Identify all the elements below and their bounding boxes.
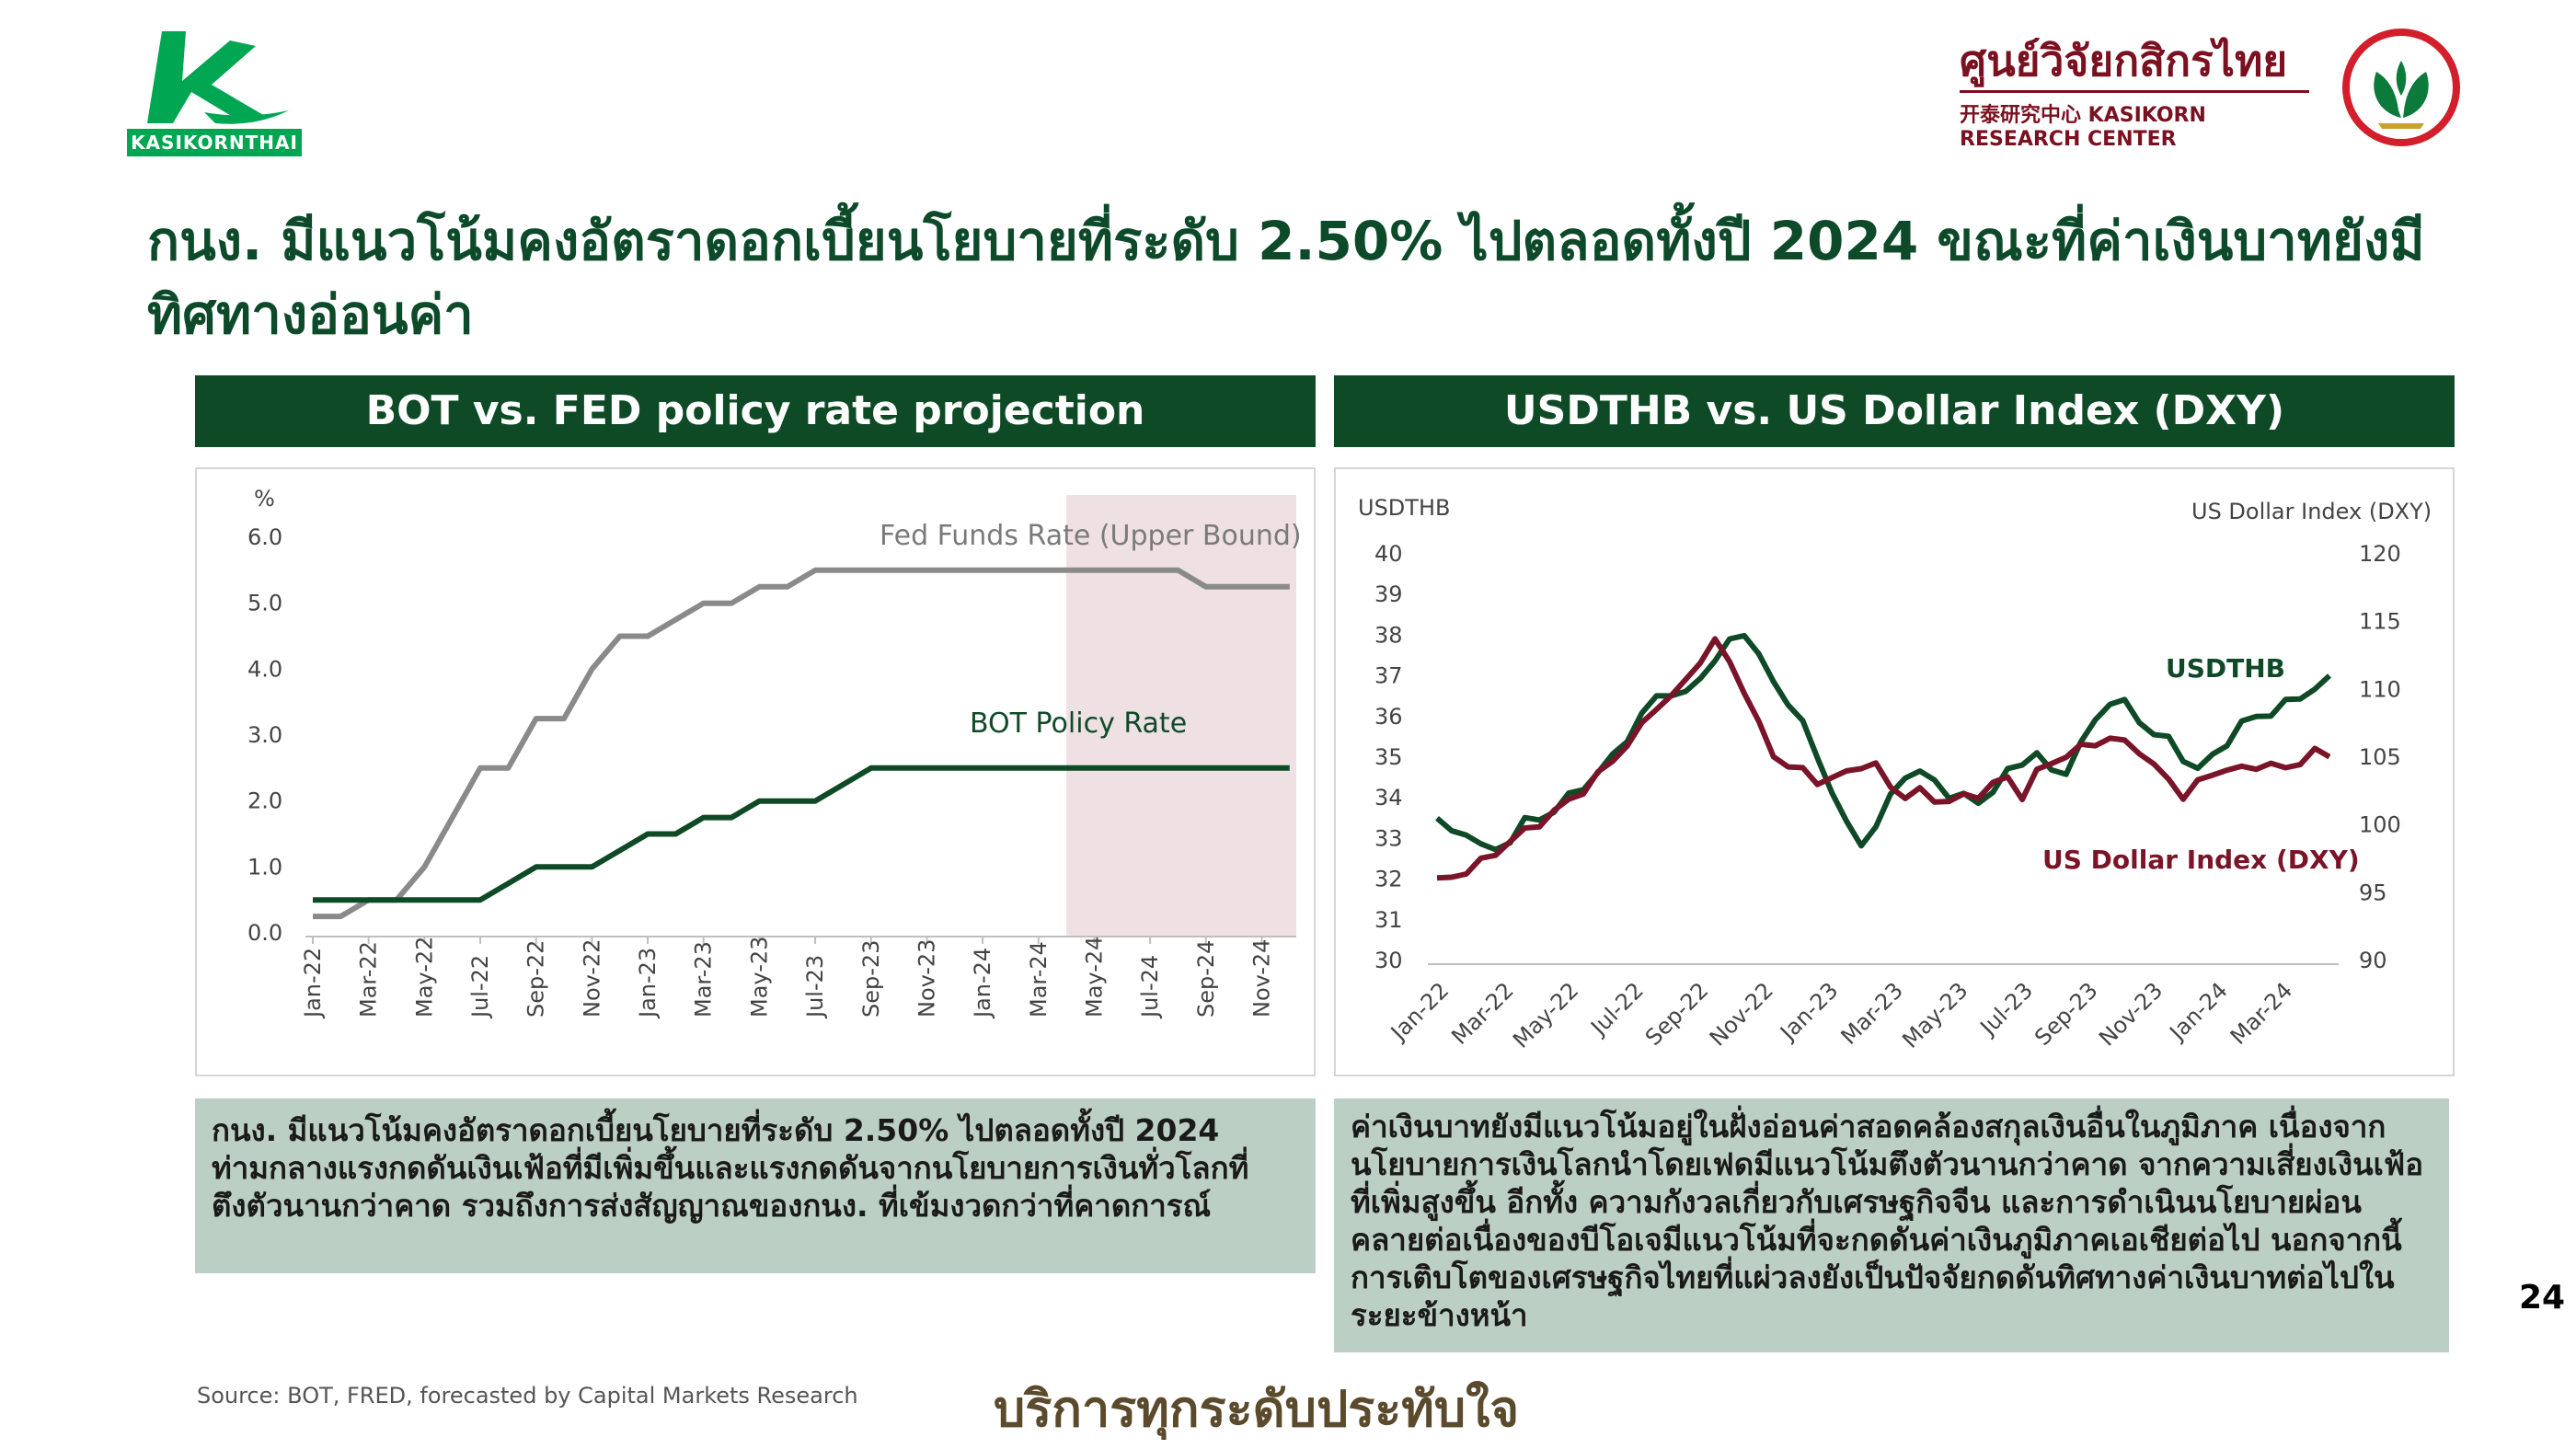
x-tick-label: May-23: [1897, 977, 1972, 1052]
y-tick-label: 6.0: [247, 524, 282, 550]
x-tick-label: Jul-23: [802, 955, 828, 1019]
kasikornthai-logo: KASIKORNTHAI: [127, 28, 302, 156]
x-tick-label: Nov-23: [914, 939, 939, 1018]
page-number: 24: [2519, 1279, 2566, 1317]
right-y-tick-label: 90: [2359, 948, 2387, 973]
left-panel-header: BOT vs. FED policy rate projection: [195, 375, 1316, 447]
page-title: กนง. มีแนวโน้มคงอัตราดอกเบี้ยนโยบายที่ระ…: [147, 210, 2425, 346]
x-tick-label: Mar-22: [1446, 977, 1518, 1049]
y-tick-label: 1.0: [247, 854, 282, 880]
y-tick-label: 2.0: [247, 788, 282, 814]
left-y-tick-label: 32: [1374, 867, 1403, 892]
x-tick-label: Jul-22: [1584, 977, 1648, 1041]
x-tick-label: Jan-22: [300, 948, 326, 1019]
right-y-tick-label: 105: [2359, 744, 2401, 770]
x-tick-label: May-22: [411, 937, 437, 1018]
left-y-tick-label: 31: [1374, 907, 1403, 933]
research-center-rule: [1960, 90, 2309, 93]
logo-wordmark: KASIKORNTHAI: [131, 132, 298, 154]
x-tick-label: Sep-22: [1640, 977, 1714, 1051]
left-y-tick-label: 40: [1374, 541, 1403, 567]
right-y-tick-label: 115: [2359, 609, 2401, 635]
x-tick-label: Jan-24: [970, 948, 995, 1019]
x-tick-label: Jul-23: [1974, 977, 2038, 1041]
bot-series-label: BOT Policy Rate: [970, 707, 1187, 740]
x-tick-label: Nov-22: [579, 939, 604, 1018]
x-tick-label: Jan-23: [1774, 977, 1843, 1046]
x-tick-label: May-22: [1508, 977, 1583, 1052]
right-y-tick-label: 95: [2359, 880, 2387, 905]
left-y-tick-label: 38: [1374, 622, 1403, 648]
x-tick-label: Jan-22: [1385, 977, 1454, 1046]
right-y-tick-label: 120: [2359, 541, 2401, 567]
kasikorn-seal-icon: [2341, 28, 2461, 147]
right-y-tick-label: 100: [2359, 812, 2401, 838]
slogan: บริการทุกระดับประทับใจ: [994, 1379, 1520, 1438]
y-tick-label: 3.0: [247, 722, 282, 748]
usdthb-dxy-chart: USDTHB US Dollar Index (DXY) 30 31 32 33 34 35 3…: [1358, 495, 2432, 1053]
left-y-tick-label: 30: [1374, 948, 1403, 973]
x-tick-label: Sep-22: [523, 940, 549, 1018]
right-y-tick-label: 110: [2359, 676, 2401, 702]
x-tick-label: Nov-24: [1248, 939, 1274, 1018]
dxy-line: [1436, 636, 2331, 881]
fed-series-label: Fed Funds Rate (Upper Bound): [880, 520, 1302, 552]
usdthb-dxy-chart-frame: USDTHB US Dollar Index (DXY) 30 31 32 33 34 35 3…: [1334, 467, 2455, 1076]
x-tick-label: Mar-22: [356, 941, 382, 1018]
left-y-tick-label: 39: [1374, 581, 1403, 607]
x-tick-label: Mar-23: [691, 941, 717, 1018]
k-leaf-icon: [147, 31, 289, 124]
right-panel-header: USDTHB vs. US Dollar Index (DXY): [1334, 375, 2455, 447]
x-tick-label: Jan-23: [635, 948, 661, 1019]
x-tick-label: Mar-24: [2225, 977, 2297, 1049]
y-axis-unit: %: [254, 486, 275, 512]
y-tick-label: 0.0: [247, 920, 282, 946]
research-center-thai: ศูนย์วิจัยกสิกรไทย: [1960, 36, 2288, 86]
left-y-tick-label: 37: [1374, 663, 1403, 689]
dxy-series-label: US Dollar Index (DXY): [2042, 845, 2360, 875]
x-tick-label: Mar-24: [1026, 941, 1052, 1018]
right-axis-title: US Dollar Index (DXY): [2191, 499, 2432, 524]
x-tick-label: Sep-23: [2030, 977, 2103, 1051]
policy-rate-chart: 0.0 1.0 2.0 3.0 4.0 5.0 6.0% Jan-22 Mar-22 May-22…: [247, 486, 1302, 1019]
left-y-tick-label: 35: [1374, 744, 1403, 770]
usdthb-series-label: USDTHB: [2166, 653, 2285, 684]
x-tick-label: May-24: [1081, 937, 1107, 1018]
research-center-logo: ศูนย์วิจัยกสิกรไทย 开泰研究中心 KASIKORN RESEA…: [1960, 33, 2328, 151]
policy-rate-chart-frame: 0.0 1.0 2.0 3.0 4.0 5.0 6.0% Jan-22 Mar-22 May-22…: [195, 467, 1316, 1076]
y-tick-label: 5.0: [247, 591, 282, 616]
x-tick-label: Sep-23: [858, 940, 884, 1018]
x-tick-label: Mar-23: [1836, 977, 1908, 1049]
logo-wordmark-bar: KASIKORNTHAI: [127, 129, 302, 156]
left-y-tick-label: 33: [1374, 825, 1403, 851]
x-tick-label: Nov-22: [1705, 977, 1778, 1051]
x-tick-label: May-23: [746, 937, 772, 1018]
x-tick-label: Jul-22: [467, 955, 493, 1019]
x-tick-label: Jan-24: [2164, 977, 2233, 1046]
left-axis-title: USDTHB: [1358, 495, 1450, 521]
left-y-tick-label: 36: [1374, 704, 1403, 730]
x-tick-label: Sep-24: [1193, 940, 1219, 1018]
y-tick-label: 4.0: [247, 656, 282, 682]
x-tick-label: Jul-24: [1137, 955, 1163, 1019]
right-panel-note: ค่าเงินบาทยังมีแนวโน้มอยู่ในฝั่งอ่อนค่าส…: [1334, 1098, 2449, 1352]
x-tick-label: Nov-23: [2094, 977, 2168, 1051]
left-y-tick-label: 34: [1374, 785, 1403, 811]
left-panel-note: กนง. มีแนวโน้มคงอัตราดอกเบี้ยนโยบายที่ระ…: [195, 1098, 1316, 1273]
source-note: Source: BOT, FRED, forecasted by Capital…: [197, 1383, 858, 1409]
fed-funds-line: [313, 567, 1290, 920]
bot-policy-line: [313, 765, 1290, 903]
research-center-english: 开泰研究中心 KASIKORN RESEARCH CENTER: [1960, 104, 2206, 151]
